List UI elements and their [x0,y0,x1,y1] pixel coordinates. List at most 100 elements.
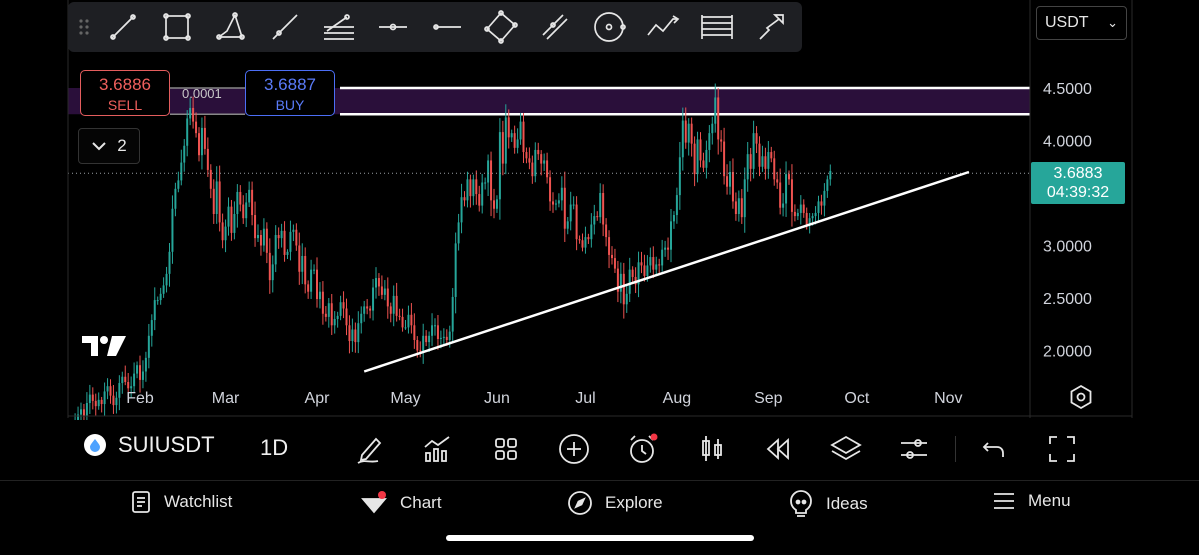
candle [720,130,723,152]
candle [372,278,375,321]
tab-ideas-label: Ideas [826,494,868,513]
draw-icon[interactable] [350,429,390,469]
layout-icon[interactable] [486,429,526,469]
candle [672,211,675,229]
tab-explore[interactable]: Explore [567,490,663,516]
candle [333,311,336,334]
gann-box-icon[interactable] [690,2,744,52]
fib-retracement-icon[interactable] [312,2,366,52]
polygon-icon[interactable] [204,2,258,52]
candle [613,248,616,273]
candle [608,230,611,269]
chart-area[interactable]: 4.5000 4.0000 3.0000 2.5000 2.0000 Feb Mar Apr M… [0,0,1199,420]
candle [156,296,159,305]
tab-chart[interactable]: Chart [360,490,442,516]
rotated-rectangle-icon[interactable] [474,2,528,52]
layers-icon[interactable] [826,429,866,469]
candle [687,118,690,156]
price-axis-label: 4.5000 [1043,81,1092,98]
arrow-icon[interactable] [744,2,798,52]
candle [313,264,316,275]
candle [245,192,248,228]
candle [743,167,746,233]
candle [410,303,413,334]
sell-price: 3.6886 [99,75,151,94]
candle [351,318,354,352]
resistance-zone[interactable] [68,88,1030,115]
candle [174,182,177,217]
candle [345,298,348,336]
candle [271,255,274,293]
rectangle-icon[interactable] [150,2,204,52]
buy-button[interactable]: 3.6887 BUY [245,70,335,116]
candle [569,191,572,231]
tab-menu[interactable]: Menu [992,490,1071,512]
candle [628,257,631,303]
candle [690,117,693,157]
candle [112,385,115,414]
chart-settings-icon[interactable] [1068,384,1094,415]
candle [563,171,566,243]
candle [826,175,829,198]
candle [737,190,740,222]
candle [82,403,85,420]
candle [667,237,670,260]
drag-handle-icon[interactable] [72,2,96,52]
fullscreen-icon[interactable] [1042,429,1082,469]
candle [195,112,198,138]
candle [94,393,97,416]
candle [419,341,422,358]
support-trendline[interactable] [363,170,970,373]
replay-icon[interactable] [758,429,798,469]
candle [820,194,823,215]
indicators-icon[interactable] [418,429,458,469]
candle [280,223,283,248]
circle-icon[interactable] [582,2,636,52]
candle [708,125,711,163]
price-chart[interactable]: 4.5000 4.0000 3.0000 2.5000 2.0000 Feb Mar Apr M… [0,0,1199,420]
candle [262,218,265,252]
undo-icon[interactable] [974,429,1014,469]
trend-line-icon[interactable] [96,2,150,52]
interval-selector[interactable]: 1D [260,435,289,460]
indicators-collapse-button[interactable]: 2 [78,128,140,164]
candle [572,196,575,210]
price-axis-label: 3.0000 [1043,239,1092,256]
sui-logo-icon [84,434,106,456]
candle [336,311,339,328]
time-axis-label: Aug [663,390,691,407]
tab-ideas[interactable]: Ideas [788,490,868,518]
symbol-selector[interactable]: SUIUSDT [84,432,215,458]
candles-icon[interactable] [692,429,732,469]
candle [215,166,218,224]
candle [475,170,478,205]
settings-sliders-icon[interactable] [894,429,934,469]
currency-select[interactable]: USDT ⌄ [1036,6,1127,40]
alert-icon[interactable] [622,429,662,469]
tab-watchlist[interactable]: Watchlist [130,490,232,514]
candle [386,277,389,319]
candle [177,171,180,193]
candle [239,185,242,212]
horizontal-line-icon[interactable] [420,2,474,52]
candle [395,282,398,322]
tab-explore-label: Explore [605,493,663,512]
candle [643,254,646,282]
candle [121,371,124,394]
candle [277,227,280,249]
candle [776,171,779,189]
path-icon[interactable] [636,2,690,52]
ray-icon[interactable] [258,2,312,52]
candle [702,152,705,173]
candle [434,318,436,336]
horizontal-ray-icon[interactable] [366,2,420,52]
candle [259,230,262,256]
candle [658,258,661,274]
add-icon[interactable] [554,429,594,469]
parallel-channel-icon[interactable] [528,2,582,52]
sell-button[interactable]: 3.6886 SELL [80,70,170,116]
candle [212,179,215,224]
time-axis-label: May [390,390,420,407]
tab-bar: Watchlist Chart Explore Ideas Menu [0,480,1199,555]
candle [531,155,534,184]
